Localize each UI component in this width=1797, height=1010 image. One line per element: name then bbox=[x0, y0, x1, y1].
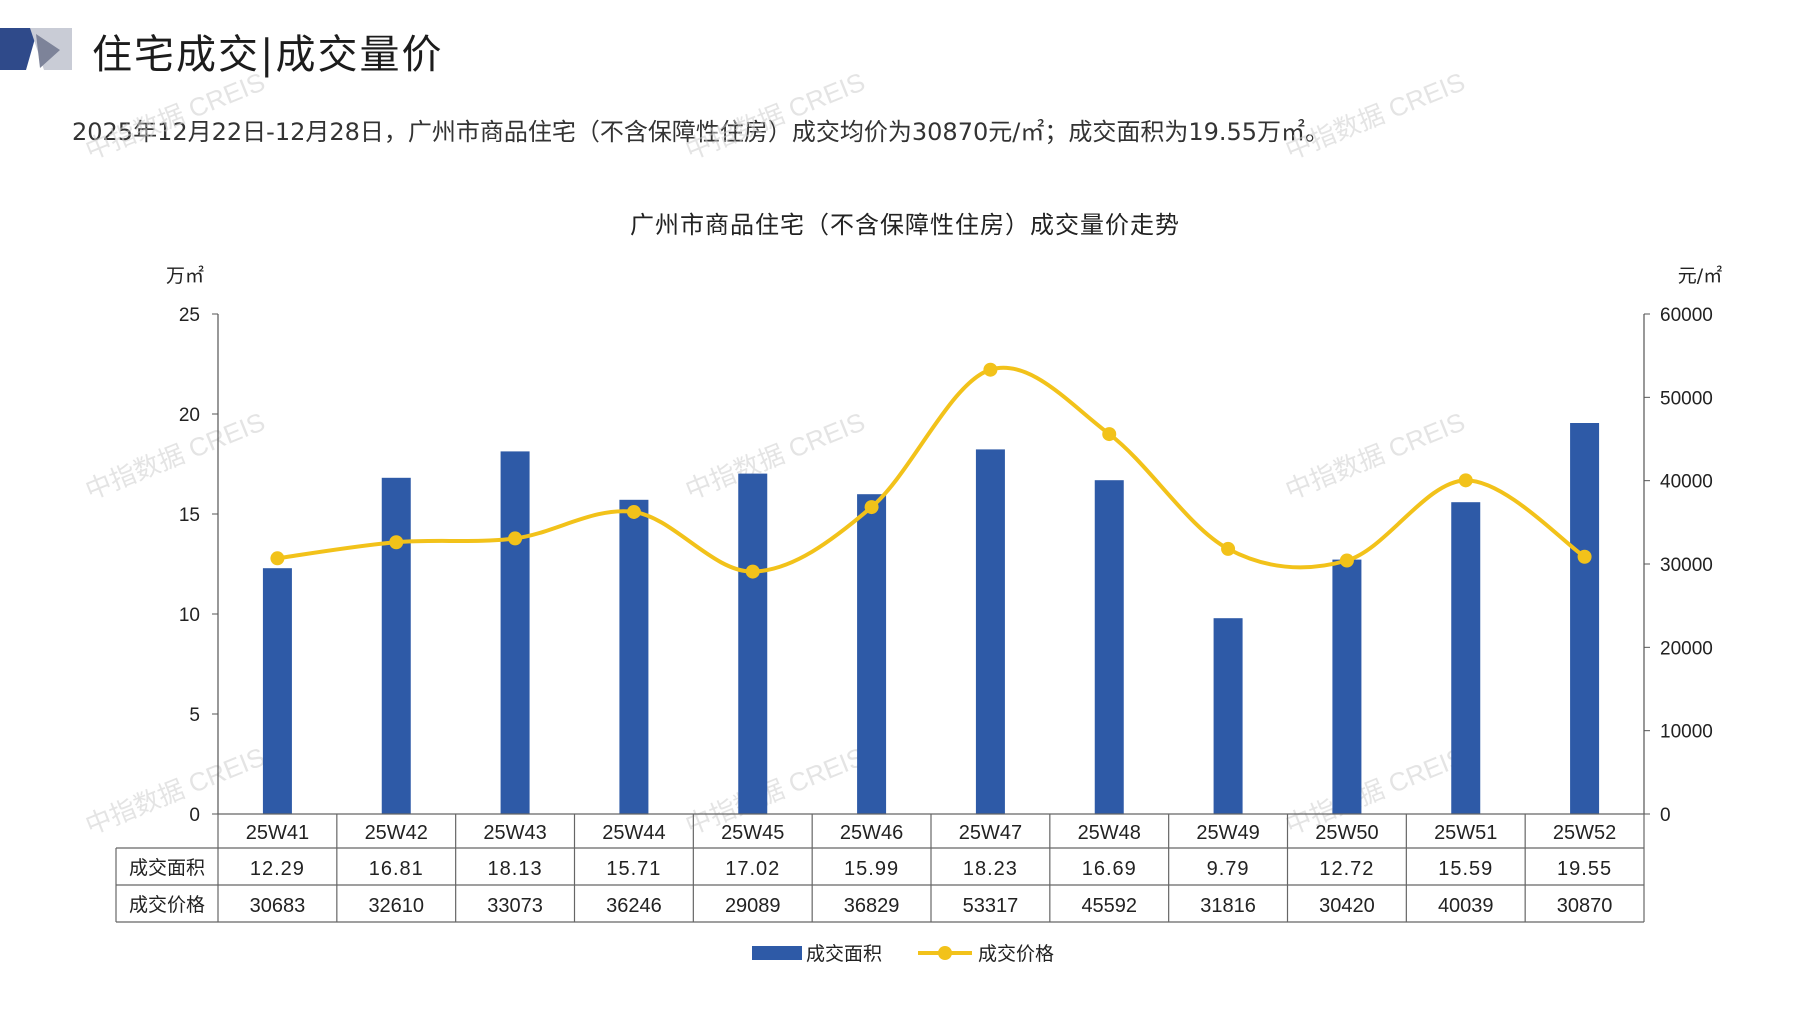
bar-series bbox=[262, 423, 1600, 814]
legend-swatch-bar bbox=[752, 946, 802, 960]
bar-25W44 bbox=[619, 499, 649, 814]
y-right-unit: 元/㎡ bbox=[1678, 264, 1722, 287]
bar-25W45 bbox=[738, 473, 768, 814]
price-point-25W51 bbox=[1458, 473, 1473, 488]
bar-25W46 bbox=[857, 494, 887, 814]
price-value-cell: 36829 bbox=[844, 895, 900, 917]
price-point-25W49 bbox=[1221, 541, 1236, 556]
y-right-tick-label: 20000 bbox=[1660, 638, 1713, 659]
price-value-cell: 36246 bbox=[606, 895, 662, 917]
y-left-unit: 万㎡ bbox=[166, 264, 204, 287]
bar-25W47 bbox=[975, 449, 1005, 814]
price-point-25W52 bbox=[1577, 549, 1592, 564]
x-tick-label: 25W45 bbox=[721, 822, 784, 844]
legend: 成交面积 成交价格 bbox=[752, 943, 1054, 965]
area-value-cell: 16.81 bbox=[369, 858, 424, 880]
price-value-cell: 40039 bbox=[1438, 895, 1494, 917]
bar-25W41 bbox=[262, 568, 292, 814]
row-header-price: 成交价格 bbox=[129, 894, 205, 916]
row-header-area: 成交面积 bbox=[129, 857, 205, 879]
x-tick-label: 25W41 bbox=[246, 822, 309, 844]
price-value-cell: 29089 bbox=[725, 895, 781, 917]
price-point-25W45 bbox=[745, 564, 760, 579]
watermark: 中指数据 CREIS bbox=[81, 741, 269, 840]
x-tick-label: 25W44 bbox=[602, 822, 665, 844]
price-value-cell: 32610 bbox=[368, 895, 424, 917]
price-point-25W47 bbox=[983, 362, 998, 377]
area-value-cell: 19.55 bbox=[1557, 858, 1612, 880]
x-tick-label: 25W52 bbox=[1553, 822, 1616, 844]
x-tick-label: 25W48 bbox=[1078, 822, 1141, 844]
chart-title: 广州市商品住宅（不含保障性住房）成交量价走势 bbox=[630, 211, 1180, 239]
price-points bbox=[270, 362, 1592, 579]
legend-label-area: 成交面积 bbox=[806, 943, 882, 965]
price-value-cell: 53317 bbox=[963, 895, 1019, 917]
y-left-tick-label: 15 bbox=[179, 505, 200, 526]
x-tick-label: 25W42 bbox=[365, 822, 428, 844]
x-tick-label: 25W43 bbox=[483, 822, 546, 844]
watermark: 中指数据 CREIS bbox=[681, 406, 869, 505]
bar-25W50 bbox=[1332, 559, 1362, 814]
data-table: 25W41 12.29 30683 25W42 16.81 32610 25W43 18.13… bbox=[115, 813, 1645, 923]
axes: 0 5 10 15 20 25 0 10000 20000 30000 40000 50000 6000… bbox=[179, 305, 1713, 826]
y-right-tick-label: 30000 bbox=[1660, 555, 1713, 576]
price-value-cell: 45592 bbox=[1081, 895, 1137, 917]
summary-text: 2025年12月22日-12月28日，广州市商品住宅（不含保障性住房）成交均价为… bbox=[72, 118, 1330, 146]
price-value-cell: 31816 bbox=[1200, 895, 1256, 917]
bar-25W51 bbox=[1451, 502, 1481, 814]
area-value-cell: 9.79 bbox=[1207, 858, 1250, 880]
bar-25W48 bbox=[1094, 480, 1124, 814]
legend-swatch-point bbox=[938, 946, 952, 960]
price-value-cell: 30683 bbox=[250, 895, 306, 917]
price-value-cell: 33073 bbox=[487, 895, 543, 917]
bar-25W42 bbox=[381, 477, 411, 814]
x-tick-label: 25W51 bbox=[1434, 822, 1497, 844]
x-tick-label: 25W47 bbox=[959, 822, 1022, 844]
bar-25W52 bbox=[1570, 423, 1600, 814]
x-tick-label: 25W46 bbox=[840, 822, 903, 844]
price-point-25W42 bbox=[389, 535, 404, 550]
y-left-tick-label: 25 bbox=[179, 305, 200, 326]
price-point-25W41 bbox=[270, 551, 285, 566]
y-left-tick-label: 10 bbox=[179, 605, 200, 626]
bar-25W49 bbox=[1213, 618, 1243, 814]
price-point-25W48 bbox=[1102, 427, 1117, 442]
area-value-cell: 15.59 bbox=[1438, 858, 1493, 880]
area-value-cell: 12.72 bbox=[1319, 858, 1374, 880]
bar-25W43 bbox=[500, 451, 530, 814]
watermark: 中指数据 CREIS bbox=[81, 66, 269, 165]
price-value-cell: 30420 bbox=[1319, 895, 1375, 917]
y-left-tick-label: 5 bbox=[189, 705, 200, 726]
legend-label-price: 成交价格 bbox=[978, 943, 1054, 965]
watermark: 中指数据 CREIS bbox=[1281, 66, 1469, 165]
area-value-cell: 18.23 bbox=[963, 858, 1018, 880]
y-right-tick-label: 40000 bbox=[1660, 472, 1713, 493]
watermark: 中指数据 CREIS bbox=[681, 66, 869, 165]
y-right-tick-label: 50000 bbox=[1660, 388, 1713, 409]
area-value-cell: 16.69 bbox=[1082, 858, 1137, 880]
x-tick-label: 25W49 bbox=[1196, 822, 1259, 844]
page-title: 住宅成交|成交量价 bbox=[92, 32, 444, 78]
watermark: 中指数据 CREIS bbox=[81, 406, 269, 505]
price-point-25W43 bbox=[508, 531, 523, 546]
x-tick-label: 25W50 bbox=[1315, 822, 1378, 844]
price-point-25W46 bbox=[864, 500, 879, 515]
price-point-25W50 bbox=[1339, 553, 1354, 568]
y-right-tick-label: 10000 bbox=[1660, 722, 1713, 743]
area-value-cell: 12.29 bbox=[250, 858, 305, 880]
y-right-tick-label: 60000 bbox=[1660, 305, 1713, 326]
price-value-cell: 30870 bbox=[1557, 895, 1613, 917]
area-value-cell: 15.71 bbox=[606, 858, 661, 880]
y-left-tick-label: 0 bbox=[189, 805, 200, 826]
area-value-cell: 17.02 bbox=[725, 858, 780, 880]
y-left-tick-label: 20 bbox=[179, 405, 200, 426]
price-point-25W44 bbox=[626, 504, 641, 519]
brand-logo bbox=[0, 28, 72, 70]
price-line bbox=[277, 365, 1586, 574]
y-right-tick-label: 0 bbox=[1660, 805, 1671, 826]
area-value-cell: 18.13 bbox=[488, 858, 543, 880]
area-value-cell: 15.99 bbox=[844, 858, 899, 880]
